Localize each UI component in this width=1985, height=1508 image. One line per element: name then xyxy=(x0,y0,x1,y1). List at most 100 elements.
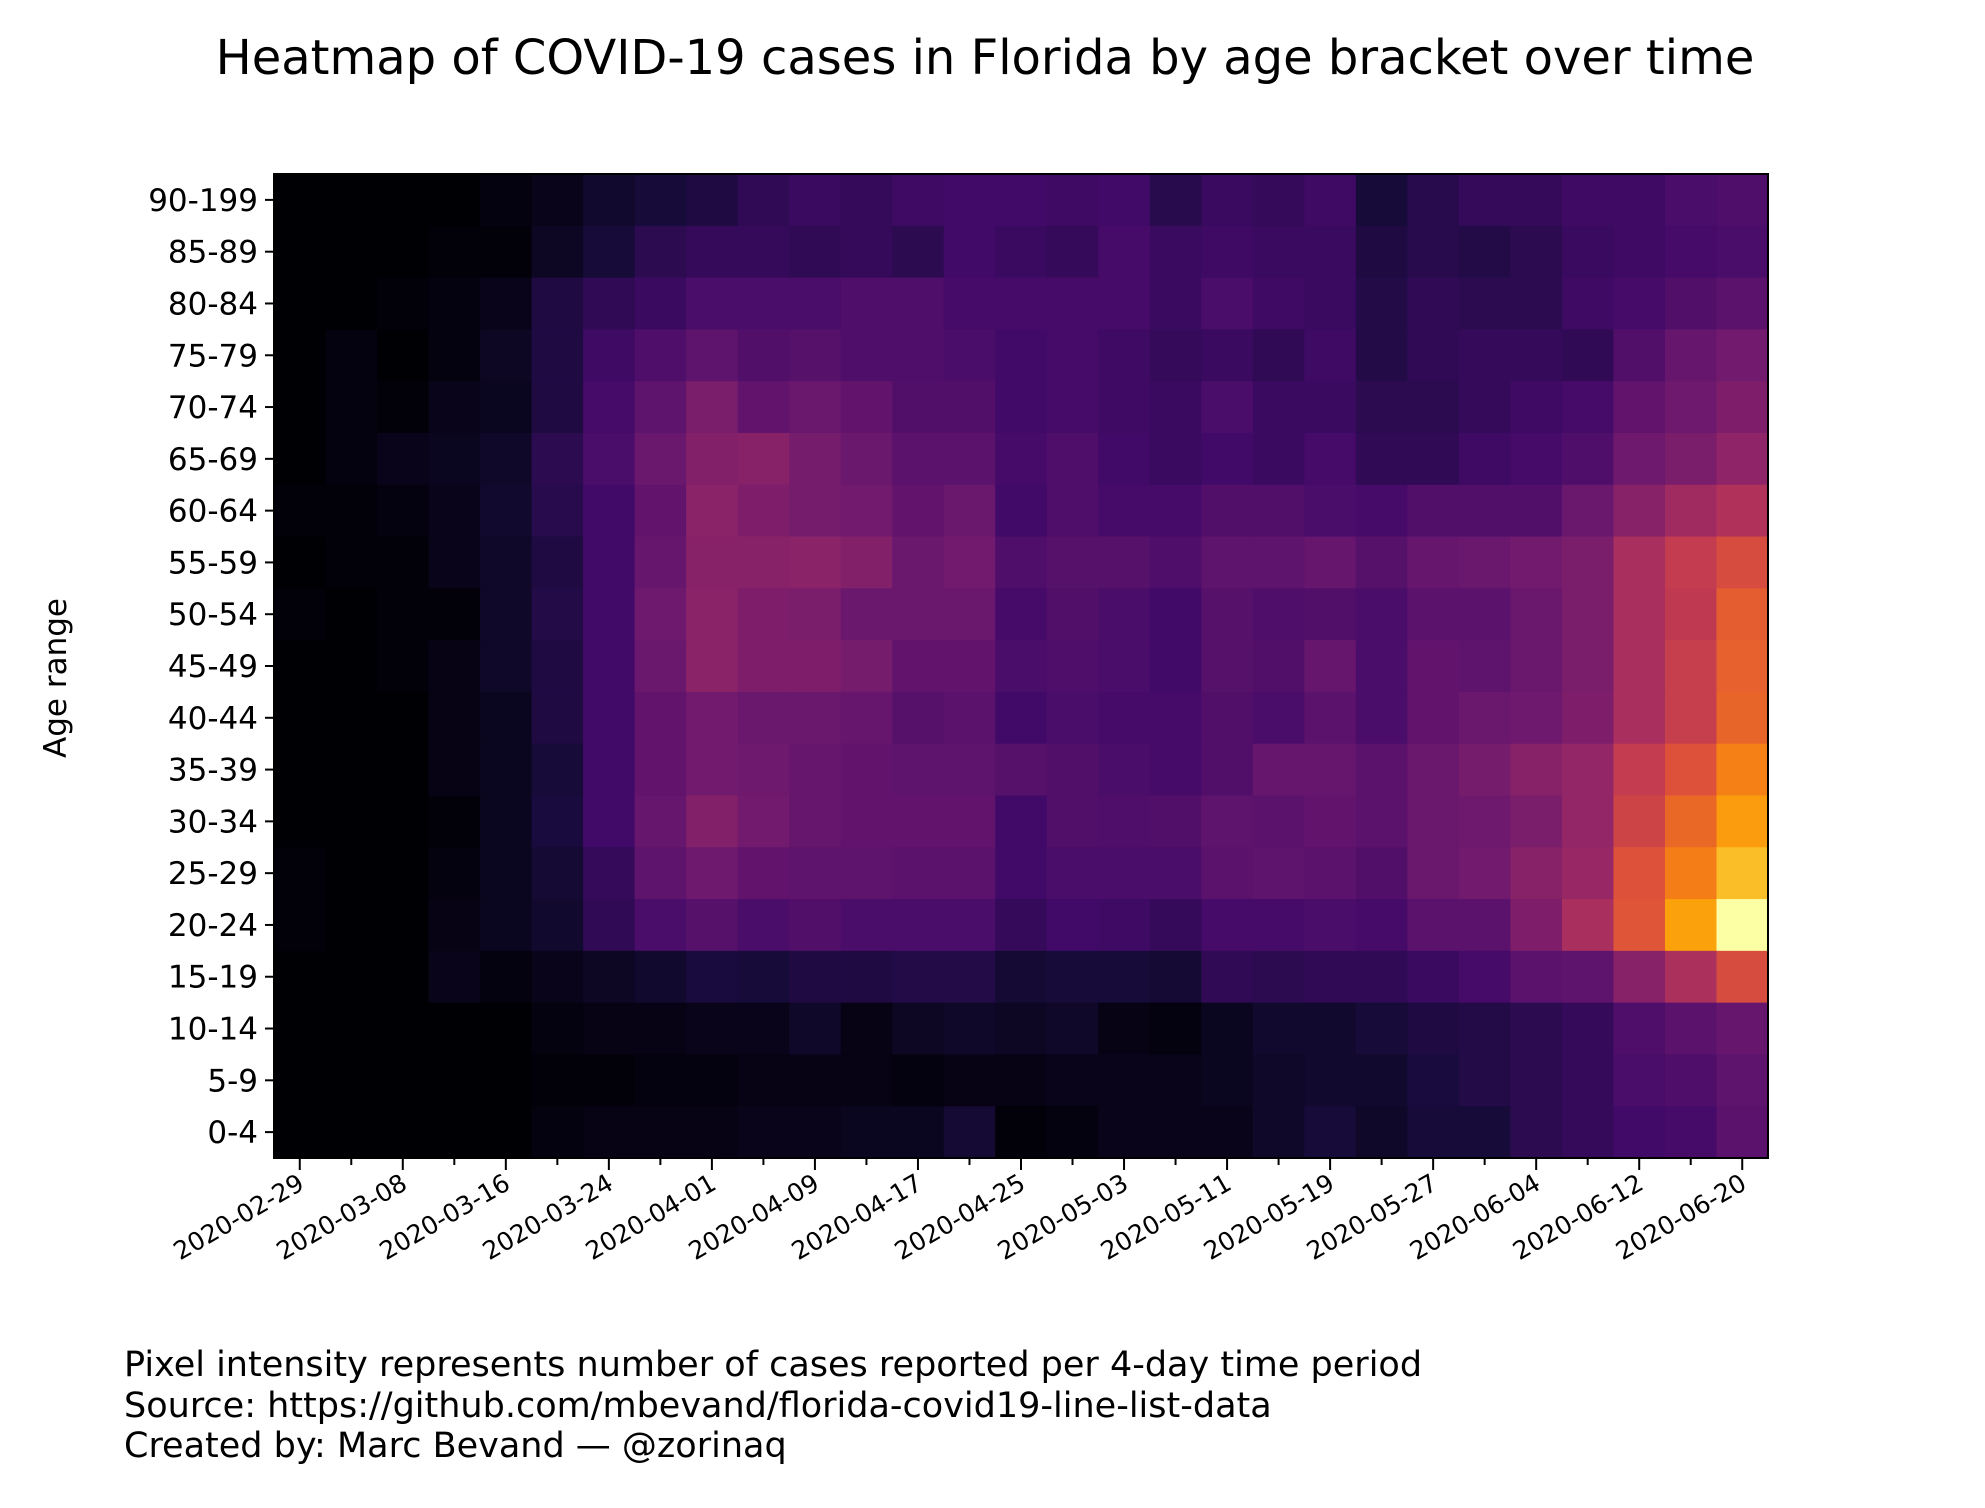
heatmap-cell xyxy=(1561,536,1615,589)
heatmap-cell xyxy=(840,588,893,641)
heatmap-cell xyxy=(1510,174,1563,227)
heatmap-cell xyxy=(1407,795,1460,848)
heatmap-cell xyxy=(428,174,481,227)
heatmap-cell xyxy=(1201,432,1254,486)
chart-footer: Pixel intensity represents number of cas… xyxy=(124,1345,1422,1467)
heatmap-cell xyxy=(274,743,327,797)
heatmap-cell xyxy=(325,899,378,952)
heatmap-cell xyxy=(583,484,636,538)
heatmap-cell xyxy=(1716,174,1769,227)
heatmap-cell xyxy=(1098,795,1151,848)
heatmap-cell xyxy=(1510,277,1563,330)
heatmap-cell xyxy=(325,329,378,382)
heatmap-cell xyxy=(634,588,687,641)
heatmap-cell xyxy=(737,950,790,1004)
heatmap-cell xyxy=(1561,381,1615,434)
heatmap-cell xyxy=(1355,484,1408,538)
heatmap-cell xyxy=(1407,588,1460,641)
heatmap-cell xyxy=(1458,743,1512,797)
heatmap-cell xyxy=(892,536,945,589)
heatmap-cell xyxy=(1304,536,1357,589)
heatmap-cell xyxy=(995,536,1048,589)
heatmap-cell xyxy=(1304,1002,1357,1056)
heatmap-cell xyxy=(1355,1054,1408,1107)
heatmap-cell xyxy=(840,329,893,382)
heatmap-cell xyxy=(1407,225,1460,279)
heatmap-cells xyxy=(274,174,1769,1159)
y-tick-label: 20-24 xyxy=(168,908,258,944)
heatmap-cell xyxy=(480,329,533,382)
heatmap-cell xyxy=(634,1106,687,1159)
heatmap-cell xyxy=(943,484,996,538)
heatmap-cell xyxy=(1561,847,1615,900)
heatmap-cell xyxy=(1201,174,1254,227)
heatmap-cell xyxy=(737,1054,790,1107)
heatmap-cell xyxy=(1407,536,1460,589)
heatmap-cell xyxy=(377,225,430,279)
heatmap-cell xyxy=(789,950,842,1004)
heatmap-cell xyxy=(1716,743,1769,797)
heatmap-cell xyxy=(1664,174,1718,227)
heatmap-cell xyxy=(531,743,584,797)
heatmap-cell xyxy=(531,588,584,641)
heatmap-cell xyxy=(325,743,378,797)
heatmap-cell xyxy=(428,1106,481,1159)
heatmap-cell xyxy=(377,640,430,693)
heatmap-cell xyxy=(1304,691,1357,745)
heatmap-cell xyxy=(377,277,430,330)
heatmap-cell xyxy=(1098,950,1151,1004)
heatmap-cell xyxy=(1304,432,1357,486)
heatmap-cell xyxy=(531,1106,584,1159)
heatmap-cell xyxy=(583,640,636,693)
heatmap-cell xyxy=(840,1106,893,1159)
heatmap-cell xyxy=(1613,225,1666,279)
heatmap-cell xyxy=(531,1054,584,1107)
heatmap-cell xyxy=(480,1106,533,1159)
heatmap-cell xyxy=(995,432,1048,486)
heatmap-cell xyxy=(1458,1002,1512,1056)
heatmap-cell xyxy=(840,691,893,745)
heatmap-cell xyxy=(634,174,687,227)
heatmap-cell xyxy=(789,225,842,279)
heatmap-cell xyxy=(583,381,636,434)
heatmap-cell xyxy=(1201,795,1254,848)
heatmap-cell xyxy=(789,277,842,330)
heatmap-cell xyxy=(1046,1002,1099,1056)
heatmap-cell xyxy=(1716,899,1769,952)
heatmap-cell xyxy=(686,381,739,434)
heatmap-cell xyxy=(1149,950,1202,1004)
heatmap-cell xyxy=(892,1106,945,1159)
heatmap-cell xyxy=(1201,743,1254,797)
heatmap-cell xyxy=(943,277,996,330)
heatmap-cell xyxy=(1716,329,1769,382)
heatmap-cell xyxy=(274,484,327,538)
heatmap-cell xyxy=(1046,484,1099,538)
heatmap-cell xyxy=(583,743,636,797)
heatmap-cell xyxy=(995,484,1048,538)
heatmap-cell xyxy=(428,381,481,434)
heatmap-cell xyxy=(686,1002,739,1056)
heatmap-cell xyxy=(1613,536,1666,589)
heatmap-cell xyxy=(274,588,327,641)
heatmap-cell xyxy=(789,329,842,382)
heatmap-cell xyxy=(995,174,1048,227)
heatmap-cell xyxy=(1510,795,1563,848)
heatmap-cell xyxy=(1201,277,1254,330)
heatmap-cell xyxy=(892,381,945,434)
heatmap-cell xyxy=(686,484,739,538)
heatmap-cell xyxy=(325,640,378,693)
heatmap-cell xyxy=(1664,588,1718,641)
heatmap-cell xyxy=(995,381,1048,434)
heatmap-cell xyxy=(892,588,945,641)
y-tick-label: 0-4 xyxy=(207,1115,258,1151)
heatmap-cell xyxy=(325,225,378,279)
heatmap-cell xyxy=(1304,640,1357,693)
heatmap-cell xyxy=(428,432,481,486)
heatmap-cell xyxy=(480,795,533,848)
heatmap-cell xyxy=(583,277,636,330)
heatmap-cell xyxy=(428,950,481,1004)
y-tick-label: 30-34 xyxy=(168,804,258,840)
heatmap-cell xyxy=(531,381,584,434)
heatmap-cell xyxy=(686,536,739,589)
heatmap-cell xyxy=(1149,588,1202,641)
